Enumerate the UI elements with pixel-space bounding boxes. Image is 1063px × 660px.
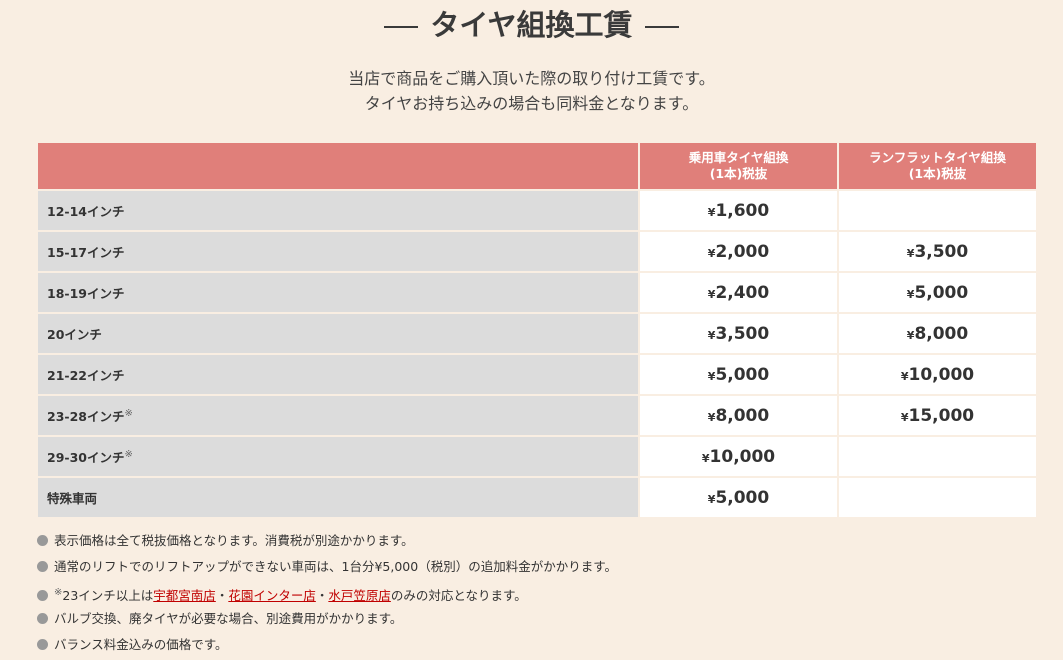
table-row: 29-30インチ※ ¥10,000: [38, 437, 1036, 476]
note-text: 通常のリフトでのリフトアップができない車両は、1台分¥5,000（税別）の追加料…: [54, 559, 617, 574]
title-block: タイヤ組換工賃: [0, 2, 1063, 44]
price: ¥2,000: [707, 241, 770, 262]
row-label-cell: 21-22インチ: [38, 355, 639, 394]
row-label-cell: 12-14インチ: [38, 191, 639, 230]
price-cell: ¥5,000: [839, 273, 1036, 312]
bullet: [37, 639, 48, 650]
price-cell: [839, 437, 1036, 476]
intro: 当店で商品をご購入頂いた際の取り付け工賃です。 タイヤお持ち込みの場合も同料金と…: [0, 66, 1063, 116]
row-label-cell: 18-19インチ: [38, 273, 639, 312]
column-header: 乗用車タイヤ組換 (1本)税抜: [640, 143, 837, 189]
price-cell: ¥8,000: [640, 396, 837, 435]
column-header-line: 乗用車タイヤ組換: [688, 150, 789, 165]
table-row: 23-28インチ※ ¥8,000 ¥15,000: [38, 396, 1036, 435]
bullet: [37, 613, 48, 624]
row-label-cell: 15-17インチ: [38, 232, 639, 271]
row-label: 21-22インチ: [47, 368, 125, 383]
header-row: 乗用車タイヤ組換 (1本)税抜 ランフラットタイヤ組換 (1本)税抜: [38, 143, 1036, 189]
table-row: 21-22インチ ¥5,000 ¥10,000: [38, 355, 1036, 394]
price-cell: ¥2,000: [640, 232, 837, 271]
price: ¥5,000: [707, 364, 770, 385]
price-cell: ¥3,500: [640, 314, 837, 353]
column-header-line: ランフラットタイヤ組換: [869, 150, 1006, 165]
note-text: 23インチ以上は: [62, 588, 154, 604]
price: ¥3,500: [906, 241, 969, 262]
column-header: ランフラットタイヤ組換 (1本)税抜: [839, 143, 1036, 189]
price: ¥10,000: [701, 446, 776, 467]
note-mark: ※: [54, 587, 63, 598]
price: ¥10,000: [900, 364, 975, 385]
price-table: 乗用車タイヤ組換 (1本)税抜 ランフラットタイヤ組換 (1本)税抜 12-14インチ ¥…: [36, 141, 1038, 519]
price: ¥5,000: [906, 282, 969, 303]
price: ¥5,000: [707, 487, 770, 508]
store-link[interactable]: 宇都宮南店: [153, 588, 216, 604]
row-label: 特殊車両: [47, 491, 98, 506]
row-label-cell: 特殊車両: [38, 478, 639, 517]
note-text: バランス料金込みの価格です。: [54, 637, 228, 652]
row-label: 20インチ: [47, 327, 102, 342]
column-header: [38, 143, 639, 189]
price: ¥1,600: [707, 200, 770, 221]
note-text: バルブ交換、廃タイヤが必要な場合、別途費用がかかります。: [54, 611, 403, 626]
price: ¥2,400: [707, 282, 770, 303]
table-body: 12-14インチ ¥1,600 15-17インチ ¥2,000 ¥3,500 18-19イ…: [38, 191, 1036, 517]
bullet: [37, 535, 48, 546]
note-item: バランス料金込みの価格です。: [36, 634, 617, 660]
table-row: 12-14インチ ¥1,600: [38, 191, 1036, 230]
store-link[interactable]: 水戸笠原店: [328, 588, 391, 604]
note-item: ※23インチ以上は宇都宮南店・花園インター店・水戸笠原店のみの対応となります。: [36, 582, 617, 608]
table-row: 特殊車両 ¥5,000: [38, 478, 1036, 517]
column-header-line: (1本)税抜: [908, 166, 967, 181]
price-cell: ¥10,000: [839, 355, 1036, 394]
note-text: 表示価格は全て税抜価格となります。消費税が別途かかります。: [54, 533, 414, 548]
price: ¥3,500: [707, 323, 770, 344]
title: タイヤ組換工賃: [430, 8, 633, 42]
row-label: 18-19インチ: [47, 286, 125, 301]
note-tail: のみの対応となります。: [390, 588, 527, 604]
price-cell: ¥1,600: [640, 191, 837, 230]
price-cell: ¥5,000: [640, 355, 837, 394]
price: ¥15,000: [900, 405, 975, 426]
notes: 表示価格は全て税抜価格となります。消費税が別途かかります。通常のリフトでのリフト…: [36, 530, 617, 660]
row-label: 15-17インチ: [47, 245, 125, 260]
bullet: [37, 561, 48, 572]
note-item: 通常のリフトでのリフトアップができない車両は、1台分¥5,000（税別）の追加料…: [36, 556, 617, 582]
row-note-mark: ※: [124, 448, 133, 460]
store-link[interactable]: 花園インター店: [228, 588, 316, 604]
row-label-cell: 20インチ: [38, 314, 639, 353]
table-row: 15-17インチ ¥2,000 ¥3,500: [38, 232, 1036, 271]
column-header-line: (1本)税抜: [709, 166, 768, 181]
price-cell: ¥5,000: [640, 478, 837, 517]
table-row: 20インチ ¥3,500 ¥8,000: [38, 314, 1036, 353]
intro-line: タイヤお持ち込みの場合も同料金となります。: [364, 94, 699, 113]
price: ¥8,000: [707, 405, 770, 426]
separator: ・: [215, 588, 229, 604]
row-label: 23-28インチ: [47, 409, 125, 424]
price-cell: ¥2,400: [640, 273, 837, 312]
price-cell: ¥3,500: [839, 232, 1036, 271]
intro-line: 当店で商品をご購入頂いた際の取り付け工賃です。: [348, 69, 715, 88]
price-cell: ¥10,000: [640, 437, 837, 476]
price-cell: [839, 478, 1036, 517]
price-cell: ¥15,000: [839, 396, 1036, 435]
row-label-cell: 23-28インチ※: [38, 396, 639, 435]
row-label: 12-14インチ: [47, 204, 125, 219]
price-cell: [839, 191, 1036, 230]
row-label-cell: 29-30インチ※: [38, 437, 639, 476]
separator: ・: [315, 588, 329, 604]
title-dash: [384, 26, 419, 28]
note-item: 表示価格は全て税抜価格となります。消費税が別途かかります。: [36, 530, 617, 556]
price-cell: ¥8,000: [839, 314, 1036, 353]
table-row: 18-19インチ ¥2,400 ¥5,000: [38, 273, 1036, 312]
title-dash: [644, 26, 679, 28]
bullet: [37, 590, 48, 602]
note-item: バルブ交換、廃タイヤが必要な場合、別途費用がかかります。: [36, 608, 617, 634]
row-note-mark: ※: [124, 407, 133, 419]
row-label: 29-30インチ: [47, 450, 125, 465]
price: ¥8,000: [906, 323, 969, 344]
